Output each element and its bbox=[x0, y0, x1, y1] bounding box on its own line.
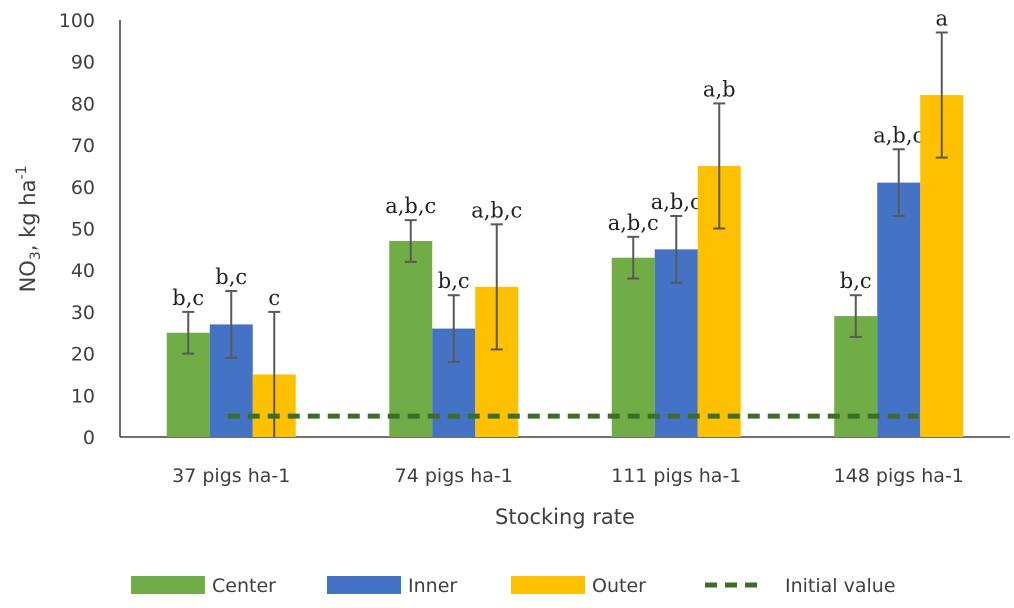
significance-label: a,b,c bbox=[608, 211, 659, 235]
x-tick-label: 148 pigs ha-1 bbox=[834, 465, 964, 487]
y-axis-title-mid: , kg ha bbox=[16, 180, 40, 252]
y-tick-label: 0 bbox=[83, 427, 95, 449]
y-tick-label: 100 bbox=[59, 10, 95, 32]
y-axis-title-sup: -1 bbox=[14, 166, 30, 180]
y-axis-title-base: NO bbox=[16, 260, 40, 292]
legend-swatch-inner bbox=[327, 576, 401, 594]
y-tick-label: 60 bbox=[71, 177, 95, 199]
legend-label: Inner bbox=[408, 575, 457, 597]
y-tick-label: 30 bbox=[71, 302, 95, 324]
significance-label: b,c bbox=[438, 269, 470, 293]
plot-area: 0 10 20 30 40 50 60 70 80 90 100 37 pigs ha-1 b,c b,c… bbox=[59, 7, 1010, 487]
significance-label: a,b bbox=[703, 77, 736, 101]
y-axis-title: NO3, kg ha-1 bbox=[14, 166, 44, 293]
svg-text:NO3, kg ha-1: NO3, kg ha-1 bbox=[14, 166, 44, 293]
significance-label: c bbox=[268, 286, 280, 310]
legend: Center Inner Outer Initial value bbox=[131, 575, 896, 597]
x-tick-label: 111 pigs ha-1 bbox=[611, 465, 741, 487]
y-tick-label: 80 bbox=[71, 93, 95, 115]
significance-label: b,c bbox=[172, 286, 204, 310]
significance-label: a bbox=[935, 7, 948, 31]
bar-center bbox=[611, 257, 655, 437]
significance-label: b,c bbox=[840, 269, 872, 293]
legend-label: Outer bbox=[592, 575, 646, 597]
legend-label: Initial value bbox=[785, 575, 896, 597]
legend-swatch-center bbox=[131, 576, 205, 594]
y-tick-label: 50 bbox=[71, 219, 95, 241]
x-tick-label: 74 pigs ha-1 bbox=[395, 465, 513, 487]
y-tick-label: 20 bbox=[71, 344, 95, 366]
significance-label: a,b,c bbox=[471, 198, 522, 222]
significance-label: a,b,c bbox=[873, 123, 924, 147]
legend-swatch-outer bbox=[511, 576, 585, 594]
y-tick-label: 90 bbox=[71, 52, 95, 74]
y-axis-title-sub: 3 bbox=[28, 251, 44, 260]
y-tick-label: 70 bbox=[71, 135, 95, 157]
significance-label: a,b,c bbox=[385, 194, 436, 218]
bar-inner bbox=[877, 182, 921, 437]
x-tick-label: 37 pigs ha-1 bbox=[172, 465, 290, 487]
x-axis-title: Stocking rate bbox=[495, 505, 635, 529]
y-tick-label: 40 bbox=[71, 260, 95, 282]
significance-label: b,c bbox=[215, 265, 247, 289]
y-tick-label: 10 bbox=[71, 385, 95, 407]
significance-label: a,b,c bbox=[651, 190, 702, 214]
legend-label: Center bbox=[212, 575, 276, 597]
bar-center bbox=[389, 241, 433, 437]
